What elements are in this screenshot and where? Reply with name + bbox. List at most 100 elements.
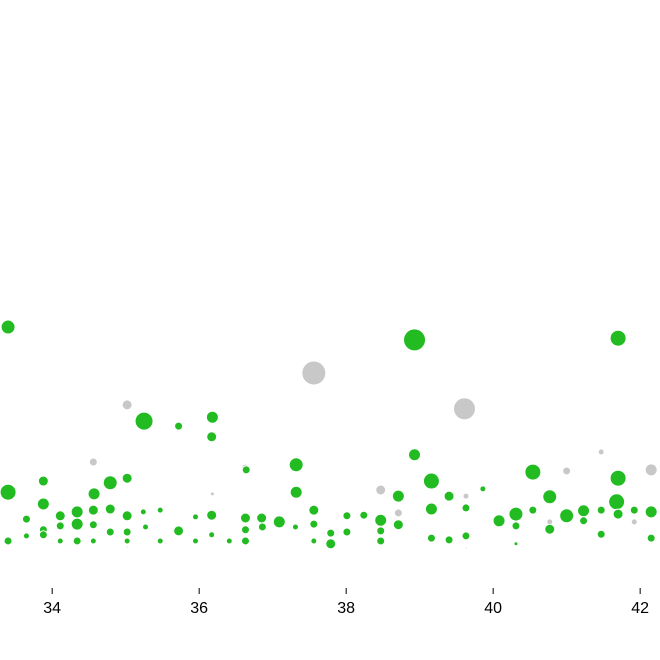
bubble bbox=[443, 490, 455, 502]
bubble bbox=[257, 522, 267, 532]
bubble bbox=[121, 399, 133, 411]
bubble bbox=[173, 525, 185, 537]
bubble bbox=[87, 487, 101, 501]
bubble bbox=[528, 505, 538, 515]
bubble bbox=[301, 360, 327, 386]
bubble bbox=[513, 541, 519, 547]
bubble bbox=[156, 537, 164, 545]
bubble bbox=[38, 530, 48, 540]
bubble bbox=[37, 475, 49, 487]
bubble bbox=[644, 505, 658, 519]
bubble bbox=[609, 329, 627, 347]
bubble bbox=[3, 536, 13, 546]
bubble bbox=[426, 533, 436, 543]
bubble bbox=[393, 508, 403, 518]
bubble bbox=[342, 511, 352, 521]
bubble bbox=[444, 535, 454, 545]
bubble bbox=[70, 517, 84, 531]
bubble bbox=[123, 537, 131, 545]
bubble bbox=[562, 466, 572, 476]
bubble bbox=[240, 525, 250, 535]
bubble bbox=[289, 485, 303, 499]
bubble bbox=[88, 520, 98, 530]
bubble bbox=[121, 510, 133, 522]
bubble bbox=[524, 463, 542, 481]
bubble bbox=[577, 504, 591, 518]
bubble bbox=[408, 448, 422, 462]
bubble bbox=[309, 519, 319, 529]
bubble bbox=[21, 514, 31, 524]
bubble bbox=[579, 516, 589, 526]
bubble bbox=[206, 431, 218, 443]
bubble bbox=[225, 537, 233, 545]
bubble bbox=[342, 527, 352, 537]
bubble bbox=[205, 410, 219, 424]
bubble bbox=[392, 519, 404, 531]
bubble bbox=[291, 523, 299, 531]
bubble bbox=[452, 397, 476, 421]
bubble bbox=[256, 512, 268, 524]
bubble bbox=[134, 411, 154, 431]
bubble bbox=[241, 465, 251, 475]
bubble bbox=[508, 506, 524, 522]
bubble bbox=[542, 489, 558, 505]
bubble bbox=[609, 469, 627, 487]
bubble bbox=[630, 518, 638, 526]
bubble bbox=[125, 545, 129, 549]
bubble bbox=[310, 537, 318, 545]
bubble bbox=[644, 463, 658, 477]
bubble bbox=[70, 505, 84, 519]
bubble bbox=[87, 504, 99, 516]
bubble bbox=[325, 538, 337, 550]
bubble bbox=[462, 492, 470, 500]
x-tick-label: 38 bbox=[337, 600, 355, 617]
bubble bbox=[121, 472, 133, 484]
bubble bbox=[72, 536, 82, 546]
bubble bbox=[192, 513, 200, 521]
bubble bbox=[424, 502, 438, 516]
bubble bbox=[56, 537, 64, 545]
x-tick-label: 34 bbox=[43, 600, 61, 617]
bubble bbox=[646, 533, 656, 543]
bubble bbox=[308, 504, 320, 516]
bubble bbox=[596, 505, 606, 515]
bubble bbox=[422, 472, 440, 490]
bubble bbox=[142, 523, 150, 531]
bubble bbox=[461, 503, 471, 513]
bubble bbox=[104, 503, 116, 515]
bubble bbox=[479, 485, 487, 493]
bubble bbox=[122, 527, 132, 537]
bubble bbox=[376, 536, 386, 546]
bubble bbox=[239, 512, 251, 524]
bubble bbox=[22, 532, 30, 540]
x-tick-label: 40 bbox=[484, 600, 502, 617]
x-tick-label: 36 bbox=[190, 600, 208, 617]
bubble bbox=[288, 457, 304, 473]
bubble bbox=[461, 531, 471, 541]
bubble bbox=[0, 483, 17, 501]
bubble bbox=[209, 491, 215, 497]
bubble bbox=[89, 537, 97, 545]
bubble bbox=[208, 531, 216, 539]
bubble bbox=[559, 508, 575, 524]
bubble bbox=[608, 493, 626, 511]
bubble bbox=[0, 319, 16, 335]
bubble bbox=[612, 508, 624, 520]
bubble bbox=[376, 526, 386, 536]
bubble bbox=[88, 457, 98, 467]
bubble bbox=[36, 497, 50, 511]
bubble bbox=[629, 505, 639, 515]
bubble bbox=[391, 489, 405, 503]
bubble bbox=[403, 328, 427, 352]
bubble bbox=[359, 510, 369, 520]
bubble bbox=[105, 527, 115, 537]
bubble bbox=[597, 448, 605, 456]
x-tick-label: 42 bbox=[631, 600, 649, 617]
bubble bbox=[374, 513, 388, 527]
bubble bbox=[272, 515, 286, 529]
bubble bbox=[192, 537, 200, 545]
bubble bbox=[54, 510, 66, 522]
bubble bbox=[326, 528, 336, 538]
bubble bbox=[55, 521, 65, 531]
bubble bbox=[375, 484, 387, 496]
